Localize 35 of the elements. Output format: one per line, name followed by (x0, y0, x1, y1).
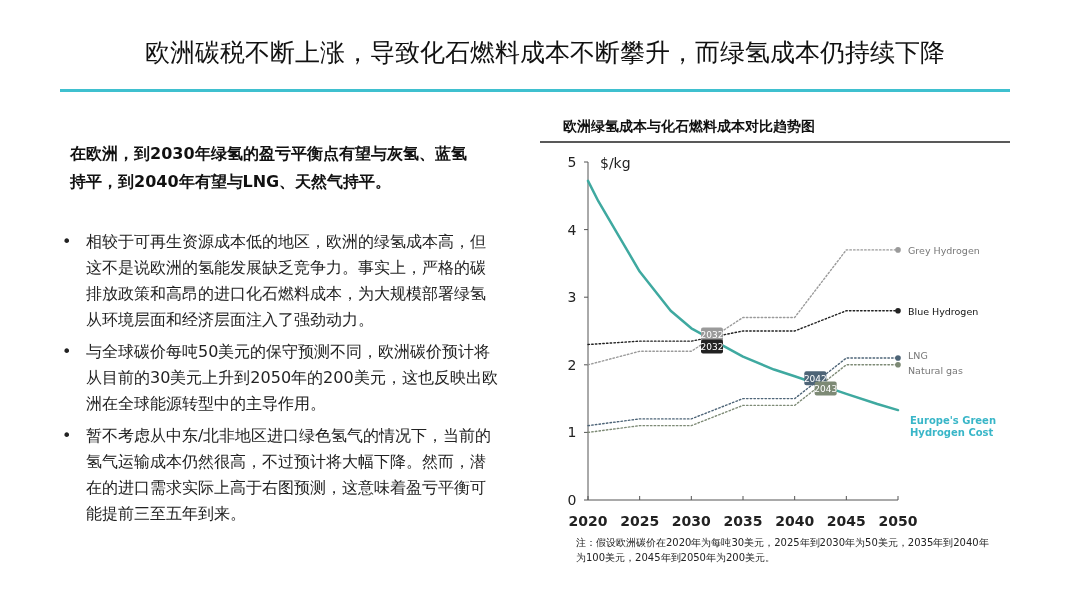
text: • 与全球碳价每吨50美元的保守预测不同，欧洲碳价预计将从目前的30美元上升到2050年的200美元，这也反映出欧洲在全球能源转型中的主导作用。 (62, 341, 499, 415)
annotation: 2032 (700, 329, 724, 340)
series-label: LNG (908, 350, 928, 362)
annotation: 2032 (700, 342, 724, 353)
y-axis-title: $/kg (600, 155, 631, 171)
text: 在欧洲，到2030年绿氢的盈亏平衡点有望与灰氢、蓝氢持平，到2040年有望与LNG、天然气持平。 (70, 143, 468, 193)
chart-title: 欧洲碳税不断上涨，导致化石燃料成本不断攀升，而绿氢成本仍持续下降 (144, 37, 946, 69)
series-end-label: Natural gas (895, 362, 963, 376)
x-tick-label: 2020 (568, 513, 608, 529)
y-tick-label: 2 (567, 356, 577, 373)
x-tick-label: 2025 (620, 513, 660, 529)
y-tick-label: 5 (567, 154, 577, 170)
series-end-label: Europe's Green Hydrogen Cost (910, 415, 996, 439)
x-tick-label: 2045 (826, 513, 866, 529)
series-label: Natural gas (908, 364, 963, 376)
y-tick-label: 0 (567, 492, 577, 508)
x-tick-label: 2040 (775, 513, 815, 529)
series-end-label: Grey Hydrogen (895, 244, 980, 256)
series-end-label: Blue Hydrogen (895, 305, 979, 317)
annotation: 2043 (814, 383, 838, 394)
x-tick-label: 2035 (723, 513, 763, 529)
x-tick-label: 2030 (671, 513, 712, 529)
x-tick-label: 2050 (878, 513, 918, 529)
text: • 暂不考虑从中东/北非地区进口绿色氢气的情况下，当前的氢气运输成本仍然很高，不过预计将大幅下降。然而，潜在的进口需求实际上高于右图预测，这意味着盈亏平衡可能提前三至五年到来。 (62, 425, 493, 525)
line-series (586, 179, 900, 412)
y-tick-label: 3 (567, 289, 577, 306)
y-tick-label: 4 (567, 221, 577, 238)
chart-subtitle: 欧洲绿氢成本与化石燃料成本对比趋势图 (563, 118, 815, 134)
text: 注：假设欧洲碳价在2020年为每吨30美元，2025年到2030年为50美元，2035年到2040年为100美元，2045年到2050年为200美元。 (576, 536, 990, 565)
series-label: Grey Hydrogen (908, 244, 980, 256)
y-tick-label: 1 (567, 424, 577, 441)
series-end-label: LNG (895, 350, 928, 362)
text: • 相较于可再生资源成本低的地区，欧洲的绿氢成本高，但这不是说欧洲的氢能发展缺乏竞争力。事实上，严格的碳排放政策和高昂的进口化石燃料成本，为大规模部署绿氢从环境层面和经济层面注入了强劲动力。 (62, 231, 487, 331)
series-label: Blue Hydrogen (908, 305, 979, 317)
annotation: 2042 (803, 373, 827, 384)
